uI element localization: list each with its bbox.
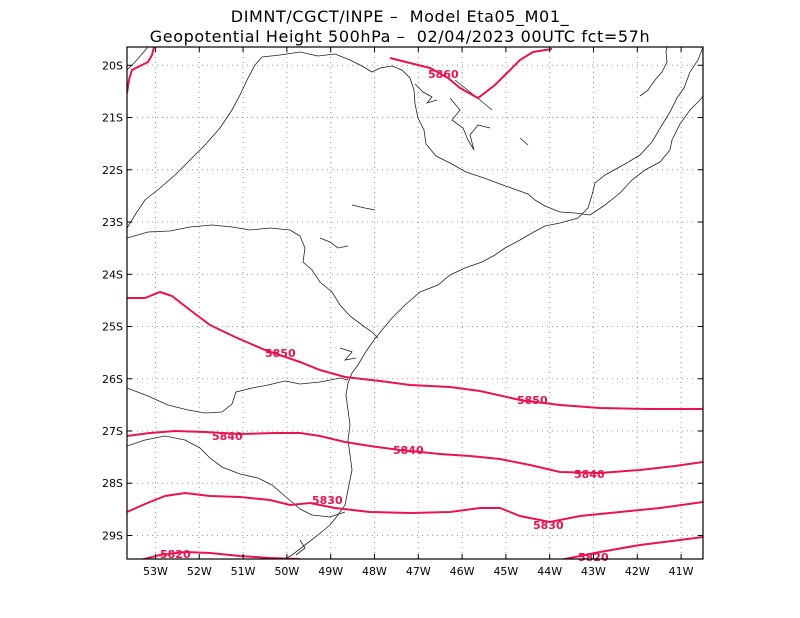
state-border-mg-es (639, 47, 668, 97)
lat-tick-label: 23S (102, 216, 123, 229)
lon-tick-label: 50W (274, 565, 299, 578)
lon-tick-label: 49W (318, 565, 343, 578)
longitude-tick-labels: 53W 52W 51W 50W 49W 48W 47W 46W 45W 44W 43W 42W 41W (143, 565, 694, 578)
lon-tick-label: 46W (450, 565, 475, 578)
lat-tick-label: 29S (102, 529, 123, 542)
contour-label: 5850 (265, 347, 296, 360)
contour-label: 5850 (517, 394, 548, 407)
contour-labels: 5860 5850 5850 5840 5840 5840 5830 5830 … (160, 68, 609, 564)
reservoir-5 (319, 237, 349, 249)
state-border-mg-sp (127, 51, 591, 229)
reservoir-2 (449, 97, 491, 151)
lat-lon-grid (127, 47, 703, 559)
contour-label: 5840 (574, 468, 605, 481)
lon-tick-label: 47W (406, 565, 431, 578)
lon-tick-label: 51W (231, 565, 256, 578)
lat-tick-label: 27S (102, 425, 123, 438)
lat-tick-label: 20S (102, 59, 123, 72)
lon-tick-label: 44W (537, 565, 562, 578)
lon-tick-label: 43W (581, 565, 606, 578)
contour-label: 5840 (212, 430, 243, 443)
lon-tick-label: 48W (362, 565, 387, 578)
reservoir-1 (414, 83, 438, 104)
lat-tick-label: 24S (102, 268, 123, 281)
chart-title-line-1: DIMNT/CGCT/INPE – Model Eta05_M01_ (230, 7, 570, 26)
lat-tick-label: 21S (102, 112, 123, 125)
map-frame (126, 46, 704, 560)
lat-tick-label: 25S (102, 321, 123, 334)
contour-5840 (127, 429, 703, 475)
reservoir-4 (351, 204, 376, 211)
contour-5820 (139, 550, 301, 559)
coastline (284, 47, 703, 559)
contour-5830 (127, 491, 703, 524)
sc-coast-islands (339, 347, 357, 361)
lon-tick-label: 42W (625, 565, 650, 578)
lon-tick-label: 45W (493, 565, 518, 578)
state-border-ms (127, 47, 149, 71)
contour-5850 (127, 290, 703, 410)
state-border-mg-rj (589, 95, 703, 216)
state-border-sp-pr (127, 224, 379, 339)
chart-title-line-2: Geopotential Height 500hPa – 02/04/2023 … (149, 27, 651, 46)
lon-tick-label: 52W (187, 565, 212, 578)
latitude-tick-labels: 20S 21S 22S 23S 24S 25S 26S 27S 28S 29S (102, 59, 123, 542)
lon-tick-label: 41W (669, 565, 694, 578)
reservoir-6 (519, 137, 529, 146)
contour-5820-right (559, 536, 703, 559)
contour-label: 5830 (533, 519, 564, 532)
contour-label: 5860 (428, 68, 459, 81)
lagoa-dos-patos (295, 539, 306, 556)
contour-5860-left (127, 47, 155, 94)
contour-label: 5830 (312, 494, 343, 507)
geographic-boundaries (127, 47, 703, 559)
axis-tick-marks (127, 47, 703, 559)
lat-tick-label: 28S (102, 477, 123, 490)
state-border-pr-sc (127, 377, 349, 414)
geopotential-contours (127, 47, 703, 559)
state-border-sc-rs (127, 435, 346, 518)
lon-tick-label: 53W (143, 565, 168, 578)
lat-tick-label: 22S (102, 164, 123, 177)
lat-tick-label: 26S (102, 373, 123, 386)
contour-label: 5820 (160, 548, 191, 561)
contour-label: 5840 (393, 444, 424, 457)
contour-5860-top (389, 48, 553, 100)
